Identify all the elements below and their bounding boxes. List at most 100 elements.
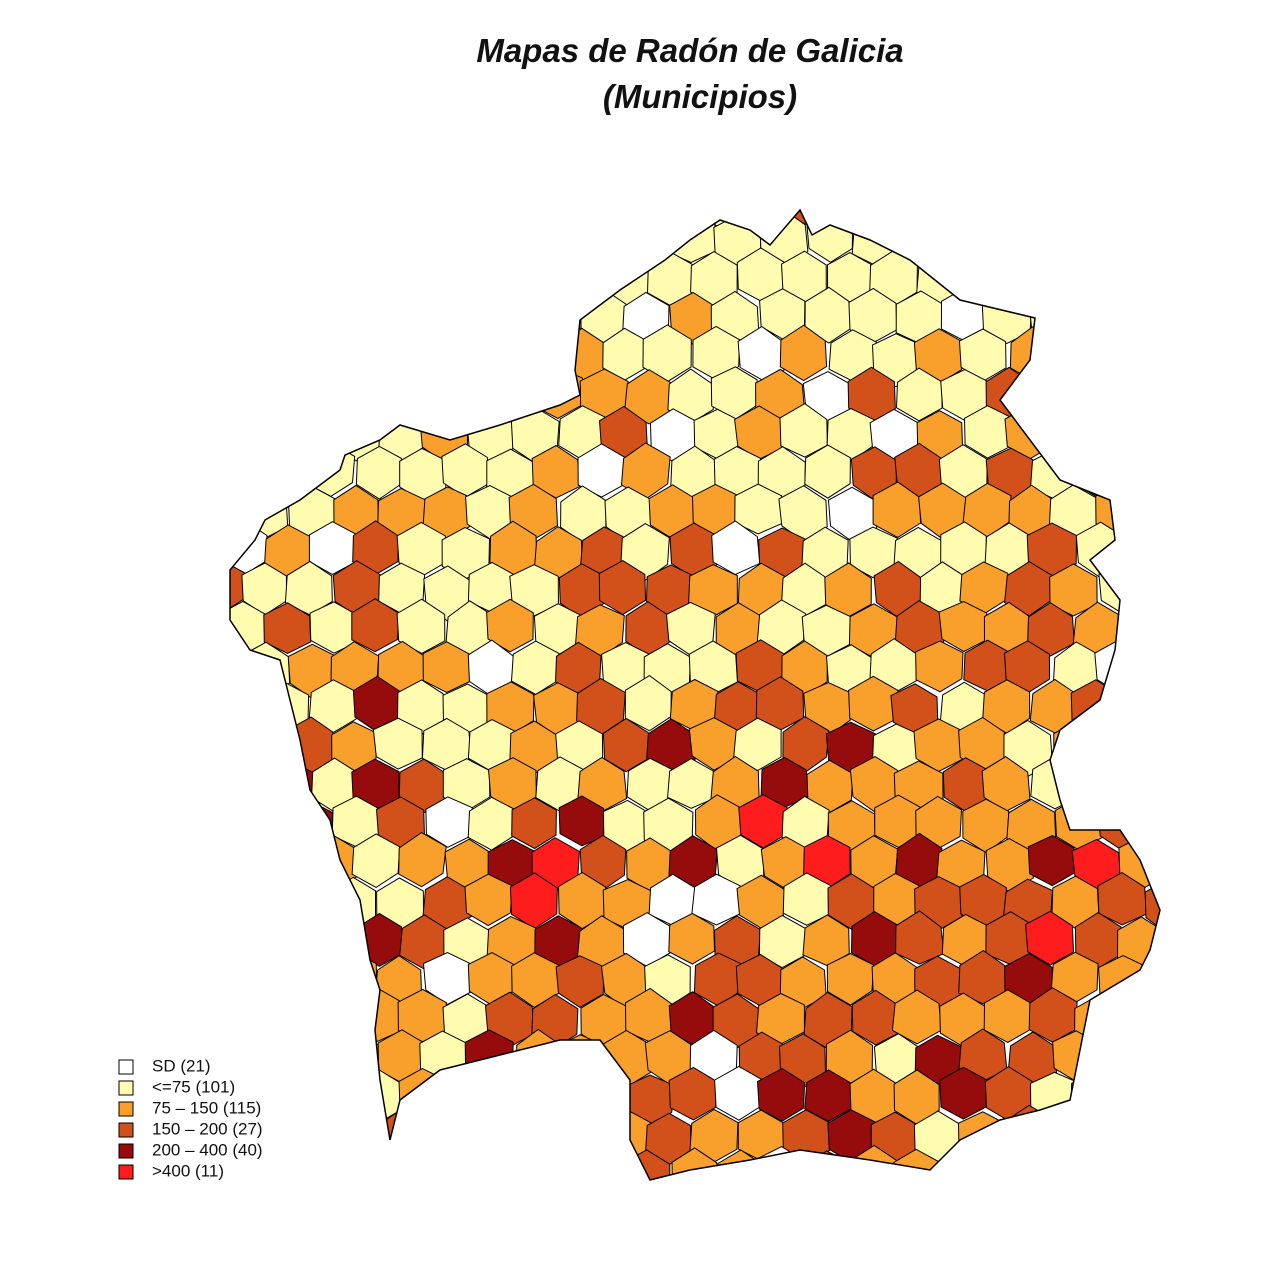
municipality (1141, 721, 1160, 776)
municipality (237, 720, 287, 774)
municipality (960, 252, 1010, 309)
municipality (445, 212, 493, 269)
municipality (230, 329, 245, 382)
municipality (1120, 523, 1160, 580)
municipality (1142, 643, 1160, 695)
municipality (1165, 760, 1212, 815)
municipality (487, 210, 538, 266)
municipality (1141, 1108, 1160, 1166)
municipality (532, 1143, 583, 1180)
municipality (395, 1146, 445, 1180)
municipality (578, 212, 629, 269)
municipality (1025, 910, 1075, 966)
municipality (624, 674, 672, 732)
municipality (558, 795, 608, 847)
municipality (891, 989, 942, 1045)
municipality (489, 1149, 539, 1180)
municipality (1119, 1146, 1160, 1180)
municipality (308, 1146, 356, 1180)
municipality (230, 916, 265, 969)
municipality (240, 405, 291, 462)
municipality (463, 251, 514, 309)
municipality (1096, 249, 1145, 304)
municipality (1143, 327, 1160, 383)
municipality (558, 210, 608, 226)
municipality (288, 250, 334, 304)
municipality (353, 213, 402, 267)
municipality (1050, 408, 1101, 461)
municipality (802, 1150, 852, 1180)
municipality (1167, 1072, 1214, 1124)
municipality (230, 755, 268, 811)
municipality (1027, 602, 1075, 657)
legend-swatch (118, 1143, 134, 1159)
municipality (230, 252, 246, 308)
municipality (1074, 1149, 1123, 1180)
municipality (1118, 604, 1160, 661)
municipality (1026, 1150, 1076, 1180)
municipality (466, 210, 515, 225)
municipality (806, 210, 854, 263)
municipality (1097, 794, 1147, 852)
municipality (285, 405, 336, 462)
municipality (1115, 211, 1160, 267)
municipality (398, 289, 446, 348)
municipality (284, 799, 334, 854)
municipality (396, 215, 445, 268)
municipality (734, 483, 783, 535)
municipality (398, 832, 447, 888)
municipality (938, 600, 988, 653)
municipality (374, 252, 425, 306)
municipality (513, 1105, 562, 1160)
municipality (425, 796, 473, 848)
municipality (486, 598, 534, 653)
municipality (782, 872, 832, 926)
municipality (939, 210, 987, 265)
municipality (779, 324, 828, 382)
municipality (986, 1145, 1035, 1180)
municipality (330, 1112, 379, 1165)
municipality (1144, 251, 1160, 305)
municipality (376, 1110, 424, 1164)
legend-label: 200 – 400 (40) (152, 1140, 263, 1159)
municipality (355, 445, 403, 500)
municipality (1117, 364, 1160, 421)
municipality (848, 675, 899, 732)
municipality (1139, 560, 1160, 616)
municipality (284, 950, 334, 1007)
municipality (695, 210, 742, 227)
municipality (289, 1031, 338, 1085)
map-title: Mapas de Radón de Galicia (476, 32, 903, 69)
municipality (1049, 563, 1098, 617)
municipality (1097, 872, 1148, 926)
municipality (230, 953, 246, 1012)
municipality (1138, 210, 1160, 225)
municipality (309, 994, 357, 1049)
municipality (555, 1108, 604, 1164)
municipality (284, 1105, 334, 1162)
municipality (756, 1068, 806, 1122)
municipality (230, 409, 247, 464)
municipality (1052, 1030, 1102, 1083)
municipality (245, 251, 292, 308)
municipality (230, 292, 268, 346)
municipality (1162, 602, 1209, 655)
municipality (372, 717, 423, 770)
municipality (440, 291, 490, 347)
municipality (445, 1149, 494, 1180)
municipality (646, 210, 697, 226)
municipality (353, 1147, 400, 1180)
municipality (1120, 1068, 1160, 1121)
municipality (262, 991, 313, 1046)
municipality (1049, 210, 1098, 229)
municipality (263, 1149, 312, 1180)
municipality (1051, 251, 1101, 308)
municipality (265, 214, 314, 266)
municipality (351, 833, 401, 888)
municipality (355, 365, 403, 420)
municipality (513, 253, 563, 308)
legend-label: SD (21) (152, 1056, 211, 1075)
municipality (535, 212, 584, 267)
municipality (289, 327, 336, 380)
